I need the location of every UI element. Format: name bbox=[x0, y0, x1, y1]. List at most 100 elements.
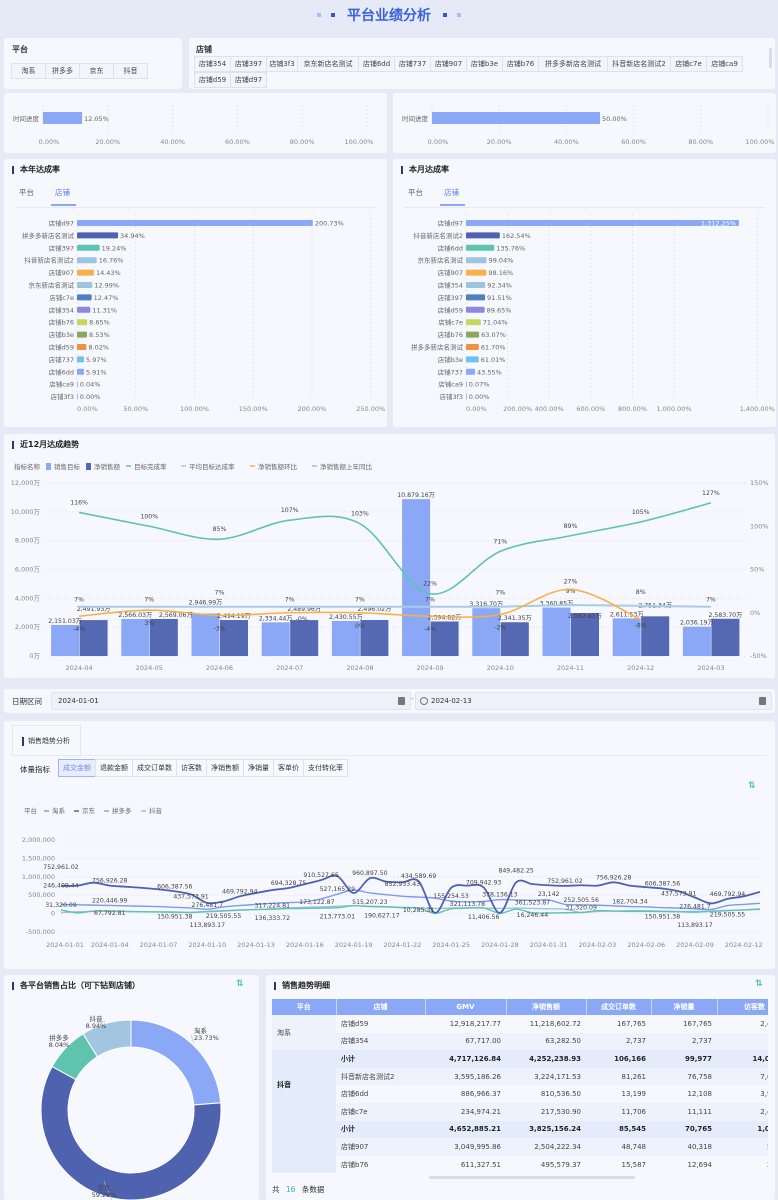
y-axis-label: 10,000万 bbox=[11, 508, 41, 516]
calendar-icon[interactable] bbox=[759, 697, 766, 705]
metric-option-2[interactable]: 成交订单数 bbox=[132, 759, 177, 777]
leader-line bbox=[95, 1021, 106, 1024]
point-value-label: 11,406.56 bbox=[468, 914, 500, 921]
x-axis-label: 2024-01-10 bbox=[188, 941, 226, 949]
store-option[interactable]: 京东新店名测试 bbox=[297, 56, 359, 72]
calendar-icon[interactable] bbox=[398, 697, 405, 705]
legend-item: 目标完成率 bbox=[134, 462, 167, 471]
table-horizontal-scrollbar[interactable] bbox=[429, 1176, 635, 1179]
chart-switch-icon[interactable]: ⇅ bbox=[236, 979, 244, 989]
platform-option-0[interactable]: 淘系 bbox=[11, 63, 46, 79]
slice-name: 京东 bbox=[98, 1183, 112, 1192]
store-option[interactable]: 抖音新店名测试2 bbox=[607, 56, 671, 72]
column-header[interactable]: 成交订单数 bbox=[586, 999, 652, 1015]
store-option[interactable]: 店铺3f3 bbox=[266, 56, 298, 72]
date-range-label: 日期区间 bbox=[12, 697, 42, 706]
store-option[interactable]: 店铺c7e bbox=[670, 56, 707, 72]
bar bbox=[77, 356, 85, 363]
column-header[interactable]: 访客数 bbox=[717, 999, 768, 1015]
store-option[interactable]: 拼多多新店名测试 bbox=[538, 56, 608, 72]
point-value-label: 752,961.02 bbox=[43, 864, 78, 871]
bar-value-label: 2,430.55万 bbox=[329, 614, 363, 621]
column-header[interactable]: 店铺 bbox=[336, 999, 426, 1015]
store-option[interactable]: 店铺354 bbox=[194, 56, 231, 72]
store-option[interactable]: 店铺737 bbox=[394, 56, 431, 72]
table-cell: 14,088,5 bbox=[717, 1050, 768, 1068]
start-date-input[interactable]: 2024-01-01 bbox=[51, 692, 411, 710]
y2-axis-label: 150% bbox=[750, 479, 769, 487]
store-option[interactable]: 店铺b3e bbox=[466, 56, 503, 72]
store-option[interactable]: 店铺397 bbox=[230, 56, 267, 72]
tab-sales-trend[interactable]: 销售趋势分析 bbox=[12, 725, 81, 755]
bar-value-label: 89.65% bbox=[487, 306, 512, 314]
bar-value-label: 5.91% bbox=[86, 368, 107, 376]
column-header[interactable]: 净销售额 bbox=[506, 999, 587, 1015]
bar bbox=[466, 319, 481, 326]
line-value-label: 9% bbox=[566, 588, 576, 595]
tab-store[interactable]: 店铺 bbox=[440, 187, 465, 206]
store-option[interactable]: 店铺d97 bbox=[230, 72, 267, 88]
tab-store[interactable]: 店铺 bbox=[51, 187, 76, 206]
table-cell: 店铺6dd bbox=[341, 1090, 369, 1099]
x-axis-label: 2024-01-04 bbox=[91, 941, 129, 949]
table-row[interactable]: 店铺b76 611,327.51 495,579.37 15,587 12,694 217… bbox=[272, 1156, 768, 1174]
chart-switch-icon[interactable]: ⇅ bbox=[748, 781, 756, 791]
tab-platform[interactable]: 平台 bbox=[19, 188, 34, 197]
platform-option-3[interactable]: 抖音 bbox=[113, 63, 148, 79]
bar bbox=[77, 368, 84, 375]
column-header[interactable]: 净销量 bbox=[651, 999, 718, 1015]
x-axis-label: 2024-10 bbox=[487, 664, 514, 672]
store-option[interactable]: 店铺907 bbox=[430, 56, 467, 72]
column-header[interactable]: GMV bbox=[425, 999, 507, 1015]
bar bbox=[466, 257, 487, 264]
platform-option-1[interactable]: 拼多多 bbox=[45, 63, 80, 79]
table-cell: 886,966.37 bbox=[460, 1090, 501, 1099]
bar-value-label: 16.76% bbox=[99, 257, 124, 265]
store-option[interactable]: 店铺d59 bbox=[194, 72, 231, 88]
chart-switch-icon[interactable]: ⇅ bbox=[755, 979, 763, 989]
subtotal-row[interactable]: 抖音 小计 4,717,126.84 4,252,238.93 106,166 99,97… bbox=[272, 1050, 768, 1121]
table-row[interactable]: 店铺6dd 886,966.37 810,536.50 13,199 12,108 3,9… bbox=[272, 1085, 768, 1103]
table-row[interactable]: 抖音新店名测试2 3,595,186.26 3,224,171.53 81,261 76… bbox=[272, 1067, 768, 1086]
column-header[interactable]: 平台 bbox=[272, 999, 337, 1015]
table-cell: 2,504,222.34 bbox=[506, 1138, 586, 1156]
line-value-label: 7% bbox=[706, 597, 716, 604]
table-cell: 12,918,217.77 bbox=[449, 1019, 501, 1028]
legend-item: 淘系 bbox=[52, 806, 66, 815]
category-label: 店铺d59 bbox=[49, 343, 74, 352]
leader-line bbox=[58, 1041, 65, 1048]
category-label: 店铺d59 bbox=[438, 305, 463, 314]
tab-platform[interactable]: 平台 bbox=[408, 188, 423, 197]
line-value-label: 127% bbox=[702, 490, 720, 497]
month-achievement-chart: 0.00% 200.00% 400.00% 600.00% 800.00% 1,000.0… bbox=[411, 214, 775, 413]
bar bbox=[466, 381, 467, 388]
point-value-label: 182,704.34 bbox=[612, 899, 647, 906]
time-progress-card-year: 0.00% 20.00% 40.00% 60.00% 80.00% 100.00% 时间进度… bbox=[4, 93, 387, 153]
end-date-input[interactable]: 2024-02-13 bbox=[415, 692, 772, 710]
table-row[interactable]: 店铺907 3,049,995.86 2,504,222.34 48,748 40,31… bbox=[272, 1138, 768, 1156]
x-axis-label: 2024-01-25 bbox=[432, 941, 470, 949]
table-row[interactable]: 淘系 店铺d59 12,918,217.77 11,218,602.72 167,765… bbox=[272, 1015, 768, 1051]
bar-value-label: 8.65% bbox=[89, 319, 110, 327]
line-value-label: 7% bbox=[495, 590, 505, 597]
x-axis-label: 2024-01-16 bbox=[286, 941, 324, 949]
bar-value-label: 3,316.70万 bbox=[469, 601, 503, 608]
line-value-label: 71% bbox=[493, 538, 507, 545]
point-value-label: 469,792.94 bbox=[710, 891, 745, 898]
point-value-label: 606,387.56 bbox=[645, 881, 680, 888]
store-option[interactable]: 店铺6dd bbox=[358, 56, 395, 72]
table-row[interactable]: 店铺c7e234,974.21217,530.9011,70611,1112,4… bbox=[272, 1102, 768, 1121]
x-axis-label: 2024-11 bbox=[557, 664, 584, 672]
line-series-淘系 bbox=[60, 889, 761, 911]
platform-option-2[interactable]: 京东 bbox=[79, 63, 114, 79]
line-series-1 bbox=[79, 603, 711, 608]
x-axis-label: 2024-02-03 bbox=[579, 941, 617, 949]
store-option[interactable]: 店铺ca9 bbox=[706, 56, 743, 72]
table-viewport[interactable]: 平台 店铺 GMV 净销售额 成交订单数 净销量 访客数 淘系 店铺d59 12,918,217… bbox=[272, 999, 768, 1179]
store-filter-scrollbar[interactable] bbox=[769, 48, 772, 69]
y-axis-label: 6,000万 bbox=[15, 566, 41, 574]
subtotal-row[interactable]: 小计 4,652,885.21 3,825,156.24 85,545 70,765 1,… bbox=[272, 1120, 768, 1174]
store-option[interactable]: 店铺b76 bbox=[502, 56, 539, 72]
metric-option-7[interactable]: 支付转化率 bbox=[303, 759, 348, 777]
